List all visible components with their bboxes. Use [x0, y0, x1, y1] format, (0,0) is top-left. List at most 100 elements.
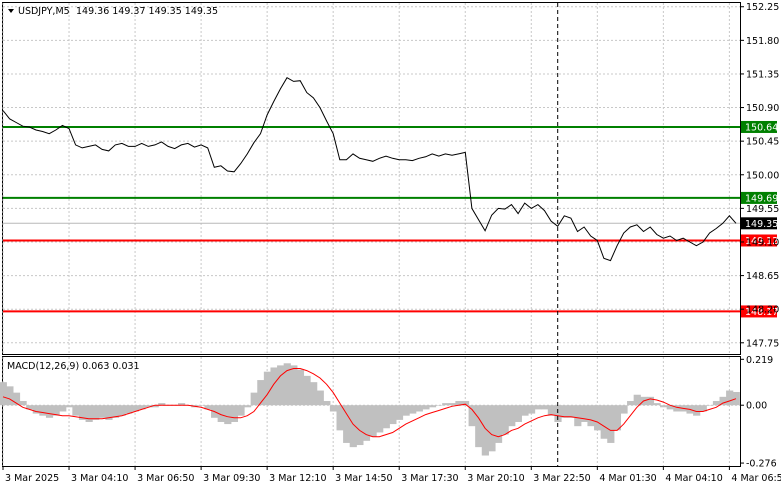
macd-bar: [263, 371, 272, 406]
macd-bar: [52, 405, 60, 416]
macd-bar: [633, 394, 641, 406]
macd-bar: [580, 405, 589, 422]
macd-bar: [356, 405, 364, 446]
macd-bar: [607, 405, 615, 443]
macd-bar: [501, 405, 509, 435]
macd-bar: [39, 405, 47, 416]
macd-bar: [257, 380, 265, 406]
macd-bar: [442, 403, 450, 406]
macd-bar: [204, 405, 212, 410]
macd-bar: [224, 405, 232, 425]
level-label-150.64: 150.64: [745, 122, 778, 133]
macd-bar: [277, 365, 285, 406]
x-tick-label: 4 Mar 01:30: [599, 473, 656, 484]
macd-bar: [719, 396, 727, 406]
macd-bar: [706, 405, 714, 406]
macd-bar: [376, 405, 384, 433]
x-tick-label: 3 Mar 06:50: [137, 473, 194, 484]
macd-bar: [600, 405, 608, 439]
macd-bar: [409, 405, 417, 414]
macd-bar: [65, 405, 73, 408]
macd-bar: [151, 405, 159, 408]
macd-bar: [230, 405, 239, 422]
macd-bar: [290, 365, 298, 406]
macd-bar: [316, 390, 324, 406]
macd-bar: [508, 405, 516, 427]
macd-bar: [244, 405, 252, 408]
macd-bar: [402, 405, 410, 416]
macd-bar: [561, 405, 569, 418]
macd-bar: [395, 405, 404, 420]
macd-bar: [660, 405, 668, 408]
macd-bar: [587, 405, 595, 427]
x-tick-label: 3 Mar 22:50: [533, 473, 590, 484]
macd-bar: [422, 405, 430, 410]
macd-bar: [197, 405, 205, 406]
level-label-148.17: 148.17: [745, 307, 778, 318]
macd-bar: [323, 401, 331, 406]
macd-bar: [712, 401, 721, 406]
macd-bar: [666, 405, 674, 410]
macd-bar: [693, 405, 701, 416]
macd-bar: [72, 405, 80, 416]
macd-bar: [59, 405, 67, 412]
horizontal-levels: 150.64 149.69 149.12 148.17 149.35: [3, 120, 778, 318]
macd-tick-label: -0.276: [746, 459, 777, 470]
x-tick-label: 3 Mar 09:30: [203, 473, 260, 484]
macd-bar: [732, 392, 740, 406]
macd-bar: [26, 405, 34, 410]
macd-bar: [0, 382, 7, 406]
macd-bar: [45, 405, 54, 418]
macd-bar: [369, 405, 377, 437]
x-tick-label: 3 Mar 04:10: [71, 473, 128, 484]
macd-bar: [158, 403, 166, 406]
symbol-label[interactable]: USDJPY,M5: [18, 6, 70, 17]
macd-tick-label: 0.00: [746, 401, 767, 412]
macd-bar: [534, 405, 542, 410]
macd-bar: [594, 405, 602, 431]
x-tick-label: 3 Mar 20:10: [467, 473, 524, 484]
macd-bar: [349, 405, 357, 448]
dropdown-triangle-icon[interactable]: [8, 9, 14, 13]
macd-bar: [448, 403, 456, 406]
macd-bar: [118, 405, 126, 416]
macd-bar: [19, 401, 27, 406]
macd-bar: [283, 363, 291, 406]
macd-bar: [382, 405, 390, 429]
macd-bar: [646, 396, 655, 406]
macd-bar: [237, 405, 245, 416]
macd-bar: [336, 405, 344, 431]
y-tick-label: 150.00: [746, 170, 779, 181]
macd-bar: [653, 403, 661, 406]
macd-bar: [111, 405, 120, 418]
macd-bar: [726, 390, 734, 406]
macd-bar: [310, 382, 318, 406]
x-tick-label: 4 Mar 04:10: [665, 473, 722, 484]
macd-bar: [92, 405, 100, 420]
macd-bar: [250, 392, 258, 406]
y-tick-label: 148.20: [746, 305, 779, 316]
y-tick-label: 151.35: [746, 69, 779, 80]
x-tick-label: 3 Mar 12:10: [269, 473, 326, 484]
y-tick-label: 147.75: [746, 338, 779, 349]
current-price-tag: [741, 217, 777, 230]
macd-bar: [627, 401, 635, 406]
x-tick-label: 3 Mar 2025: [5, 473, 59, 484]
level-tag-148.17: [741, 305, 777, 318]
price-line: [2, 77, 737, 262]
macd-bar: [415, 405, 423, 412]
macd-bar: [527, 405, 536, 414]
level-label-149.69: 149.69: [745, 193, 778, 204]
macd-bar: [475, 405, 483, 448]
y-tick-label: 151.80: [746, 36, 779, 47]
macd-bar: [620, 405, 628, 414]
macd-bar: [125, 405, 133, 414]
macd-bar: [541, 405, 549, 410]
macd-bar: [468, 405, 476, 427]
macd-signal-series: [2, 368, 737, 438]
macd-bar: [613, 405, 622, 431]
level-label-149.12: 149.12: [745, 236, 778, 247]
macd-bar: [105, 405, 113, 420]
macd-bar: [296, 369, 305, 406]
